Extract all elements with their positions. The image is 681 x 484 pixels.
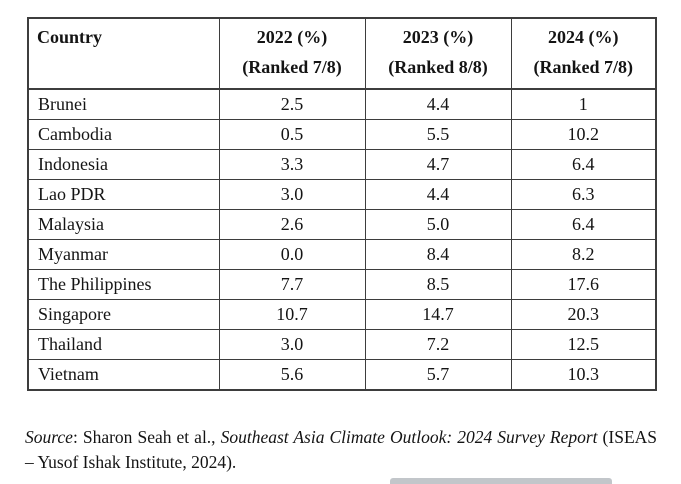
column-header-2022: 2022 (%) (Ranked 7/8): [218, 17, 366, 90]
table-row: Vietnam 5.6 5.7 10.3: [27, 359, 657, 391]
table-row: Brunei 2.5 4.4 1: [27, 88, 657, 120]
horizontal-scrollbar-thumb[interactable]: [390, 478, 612, 484]
cell-country: Indonesia: [27, 149, 220, 180]
cell-2022: 3.3: [218, 149, 366, 180]
cell-country: Myanmar: [27, 239, 220, 270]
cell-2024: 6.3: [510, 179, 657, 210]
cell-country: The Philippines: [27, 269, 220, 300]
cell-2024: 17.6: [510, 269, 657, 300]
cell-2024: 10.3: [510, 359, 657, 391]
column-header-country-label: Country: [37, 27, 103, 47]
cell-2023: 4.4: [364, 179, 512, 210]
column-header-2024: 2024 (%) (Ranked 7/8): [510, 17, 657, 90]
cell-2022: 2.5: [218, 88, 366, 120]
cell-2023: 14.7: [364, 299, 512, 330]
column-header-2024-line1: 2024 (%): [548, 27, 619, 47]
cell-2024: 20.3: [510, 299, 657, 330]
column-header-country: Country: [27, 17, 220, 90]
cell-2024: 6.4: [510, 209, 657, 240]
column-header-2023-line1: 2023 (%): [402, 27, 474, 47]
cell-country: Brunei: [27, 88, 220, 120]
cell-2022: 2.6: [218, 209, 366, 240]
cell-country: Lao PDR: [27, 179, 220, 210]
cell-2023: 4.4: [364, 88, 512, 120]
cell-2022: 0.5: [218, 119, 366, 150]
cell-2024: 12.5: [510, 329, 657, 360]
cell-2022: 10.7: [218, 299, 366, 330]
cell-country: Thailand: [27, 329, 220, 360]
cell-2023: 5.7: [364, 359, 512, 391]
table-row: Thailand 3.0 7.2 12.5: [27, 329, 657, 360]
cell-country: Cambodia: [27, 119, 220, 150]
column-header-2022-line1: 2022 (%): [256, 27, 328, 47]
table-row: Indonesia 3.3 4.7 6.4: [27, 149, 657, 180]
cell-2023: 5.5: [364, 119, 512, 150]
table-row: Lao PDR 3.0 4.4 6.3: [27, 179, 657, 210]
source-label: Source: [25, 426, 73, 447]
source-note: Source: Sharon Seah et al., Southeast As…: [25, 425, 657, 475]
cell-2022: 3.0: [218, 179, 366, 210]
cell-2022: 0.0: [218, 239, 366, 270]
column-header-2023-line2: (Ranked 8/8): [388, 57, 488, 77]
cell-2023: 4.7: [364, 149, 512, 180]
table-body: Brunei 2.5 4.4 1 Cambodia 0.5 5.5 10.2 I…: [27, 88, 657, 391]
cell-2024: 6.4: [510, 149, 657, 180]
table-row: Cambodia 0.5 5.5 10.2: [27, 119, 657, 150]
column-header-2024-line2: (Ranked 7/8): [533, 57, 633, 77]
column-header-2022-line2: (Ranked 7/8): [242, 57, 342, 77]
source-publisher: (ISEAS – Yusof Ishak Institute, 2024).: [25, 426, 657, 472]
cell-2023: 7.2: [364, 329, 512, 360]
header-row: Country 2022 (%) (Ranked 7/8) 2023 (%) (…: [27, 17, 657, 90]
climate-outlook-table: Country 2022 (%) (Ranked 7/8) 2023 (%) (…: [27, 17, 657, 391]
cell-2023: 8.4: [364, 239, 512, 270]
cell-2023: 5.0: [364, 209, 512, 240]
cell-2022: 5.6: [218, 359, 366, 391]
table-header: Country 2022 (%) (Ranked 7/8) 2023 (%) (…: [27, 17, 657, 90]
source-title: Southeast Asia Climate Outlook: 2024 Sur…: [220, 426, 598, 447]
cell-2022: 3.0: [218, 329, 366, 360]
cell-2023: 8.5: [364, 269, 512, 300]
cell-country: Malaysia: [27, 209, 220, 240]
cell-2024: 10.2: [510, 119, 657, 150]
table-row: The Philippines 7.7 8.5 17.6: [27, 269, 657, 300]
table-row: Myanmar 0.0 8.4 8.2: [27, 239, 657, 270]
table-row: Malaysia 2.6 5.0 6.4: [27, 209, 657, 240]
cell-2024: 8.2: [510, 239, 657, 270]
source-authors: : Sharon Seah et al.,: [72, 426, 221, 447]
column-header-2023: 2023 (%) (Ranked 8/8): [364, 17, 512, 90]
cell-2024: 1: [510, 88, 657, 120]
table-row: Singapore 10.7 14.7 20.3: [27, 299, 657, 330]
cell-country: Vietnam: [27, 359, 220, 391]
cell-country: Singapore: [27, 299, 220, 330]
cell-2022: 7.7: [218, 269, 366, 300]
